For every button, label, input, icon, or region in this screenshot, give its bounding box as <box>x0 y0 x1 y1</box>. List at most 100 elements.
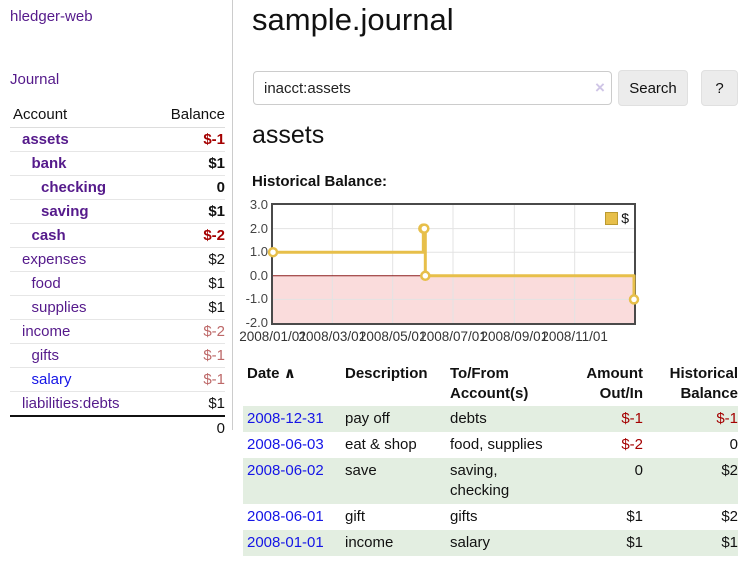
account-row: checking 0 <box>10 175 225 200</box>
column-header-date[interactable]: Date ∧ <box>243 362 345 406</box>
account-row: gifts $-1 <box>10 343 225 368</box>
sort-asc-icon: ∧ <box>283 365 296 382</box>
account-row: food $1 <box>10 271 225 296</box>
accounts-total-row: 0 <box>10 415 225 440</box>
transaction-description: pay off <box>345 410 390 427</box>
transaction-balance: $-1 <box>716 410 738 427</box>
balance-chart[interactable]: $ <box>267 203 640 325</box>
account-balance: $2 <box>153 247 225 272</box>
sidebar-item-journal[interactable]: Journal <box>10 71 60 88</box>
transaction-description: gift <box>345 508 366 525</box>
transaction-amount: $-1 <box>621 410 643 427</box>
sidebar: hledger-web Journal Account Balance asse… <box>0 0 233 440</box>
account-row: supplies $1 <box>10 295 225 320</box>
search-input[interactable] <box>253 71 612 105</box>
transaction-date-link[interactable]: 2008-12-31 <box>247 410 324 427</box>
account-link-gifts[interactable]: gifts <box>31 347 60 364</box>
transaction-balance: $2 <box>721 508 738 525</box>
account-link-assets[interactable]: assets <box>22 131 69 148</box>
x-axis-tick: 2008/03/01 <box>298 329 367 344</box>
account-row: liabilities:debts $1 <box>10 391 225 416</box>
account-row: saving $1 <box>10 199 225 224</box>
transaction-accounts: gifts <box>450 508 478 525</box>
transaction-description: save <box>345 462 377 479</box>
account-balance: $-2 <box>153 319 225 344</box>
legend-swatch-icon <box>605 211 619 225</box>
transaction-amount: $1 <box>626 508 643 525</box>
transaction-row: 2008-06-02 save saving, checking 0 $2 <box>243 458 738 504</box>
transaction-amount: $1 <box>626 534 643 551</box>
x-axis-tick: 2008/11/01 <box>541 329 608 344</box>
clear-search-icon[interactable]: × <box>595 78 605 97</box>
account-row: salary $-1 <box>10 367 225 392</box>
accounts-header-row: Account Balance <box>10 103 225 128</box>
account-link-salary[interactable]: salary <box>31 371 72 388</box>
page-title: sample.journal <box>252 2 454 37</box>
y-axis-tick: 0.0 <box>249 267 268 283</box>
y-axis-tick: -2.0 <box>245 315 268 330</box>
transaction-accounts: saving, checking <box>450 462 510 499</box>
account-row: bank $1 <box>10 151 225 176</box>
transaction-balance: $1 <box>721 534 738 551</box>
account-balance: $-2 <box>153 223 225 248</box>
account-link-income[interactable]: income <box>22 323 71 340</box>
transaction-date-link[interactable]: 2008-06-03 <box>247 436 324 453</box>
accounts-col-balance: Balance <box>153 103 225 128</box>
account-balance: $-1 <box>153 343 225 368</box>
accounts-col-account: Account <box>10 103 154 128</box>
account-link-expenses[interactable]: expenses <box>22 251 87 268</box>
account-balance: $-1 <box>153 127 225 152</box>
account-link-supplies[interactable]: supplies <box>31 299 87 316</box>
y-axis-tick: 1.0 <box>249 244 268 260</box>
account-link-bank[interactable]: bank <box>31 155 67 172</box>
account-balance: $1 <box>153 199 225 224</box>
transaction-date-link[interactable]: 2008-06-01 <box>247 508 324 525</box>
transaction-date-link[interactable]: 2008-06-02 <box>247 462 324 479</box>
transaction-balance: 0 <box>729 436 738 453</box>
column-header-accounts: To/From Account(s) <box>450 365 529 402</box>
search-button[interactable]: Search <box>618 70 688 106</box>
transaction-row: 2008-06-01 gift gifts $1 $2 <box>243 504 738 530</box>
account-link-cash[interactable]: cash <box>31 227 66 244</box>
register-header-row: Date ∧ Description To/From Account(s) Am… <box>243 362 738 406</box>
column-header-amount: Amount Out/In <box>586 365 643 402</box>
app-title-link[interactable]: hledger-web <box>10 8 93 25</box>
transaction-row: 2008-12-31 pay off debts $-1 $-1 <box>243 406 738 432</box>
transaction-amount: 0 <box>634 462 643 479</box>
x-axis-tick: 2008/09/01 <box>480 329 549 344</box>
x-axis-tick: 2008/07/01 <box>419 329 487 344</box>
transaction-description: eat & shop <box>345 436 417 453</box>
account-link-liabilities-debts[interactable]: liabilities:debts <box>22 395 120 412</box>
chart-canvas <box>267 205 640 323</box>
account-row: expenses $2 <box>10 247 225 272</box>
accounts-table: Account Balance assets $-1 bank $1 checking 0… <box>10 103 225 440</box>
y-axis-tick: 2.0 <box>249 220 268 236</box>
transaction-accounts: salary <box>450 534 491 551</box>
y-axis-tick: -1.0 <box>245 291 268 307</box>
legend-label: $ <box>621 210 629 226</box>
chart-legend: $ <box>605 210 629 226</box>
transaction-accounts: food, supplies <box>450 436 543 453</box>
chart-title: Historical Balance: <box>252 173 388 190</box>
help-button[interactable]: ? <box>701 70 738 106</box>
account-row: assets $-1 <box>10 127 225 152</box>
account-link-food[interactable]: food <box>31 275 61 292</box>
transaction-balance: $2 <box>721 462 738 479</box>
transaction-row: 2008-01-01 income salary $1 $1 <box>243 530 738 556</box>
register-table: Date ∧ Description To/From Account(s) Am… <box>243 362 738 556</box>
account-balance: $1 <box>153 151 225 176</box>
account-link-saving[interactable]: saving <box>41 203 89 220</box>
account-balance: $1 <box>153 295 225 320</box>
transaction-date-link[interactable]: 2008-01-01 <box>247 534 324 551</box>
transaction-accounts: debts <box>450 410 487 427</box>
account-balance: $-1 <box>153 367 225 392</box>
x-axis-tick: 2008/05/01 <box>358 329 427 344</box>
account-heading: assets <box>252 121 325 149</box>
account-link-checking[interactable]: checking <box>41 179 107 196</box>
transaction-description: income <box>345 534 394 551</box>
account-balance: $1 <box>153 271 225 296</box>
transaction-row: 2008-06-03 eat & shop food, supplies $-2 0 <box>243 432 738 458</box>
x-axis-tick: 2008/01/01 <box>239 329 307 344</box>
transaction-amount: $-2 <box>621 436 643 453</box>
